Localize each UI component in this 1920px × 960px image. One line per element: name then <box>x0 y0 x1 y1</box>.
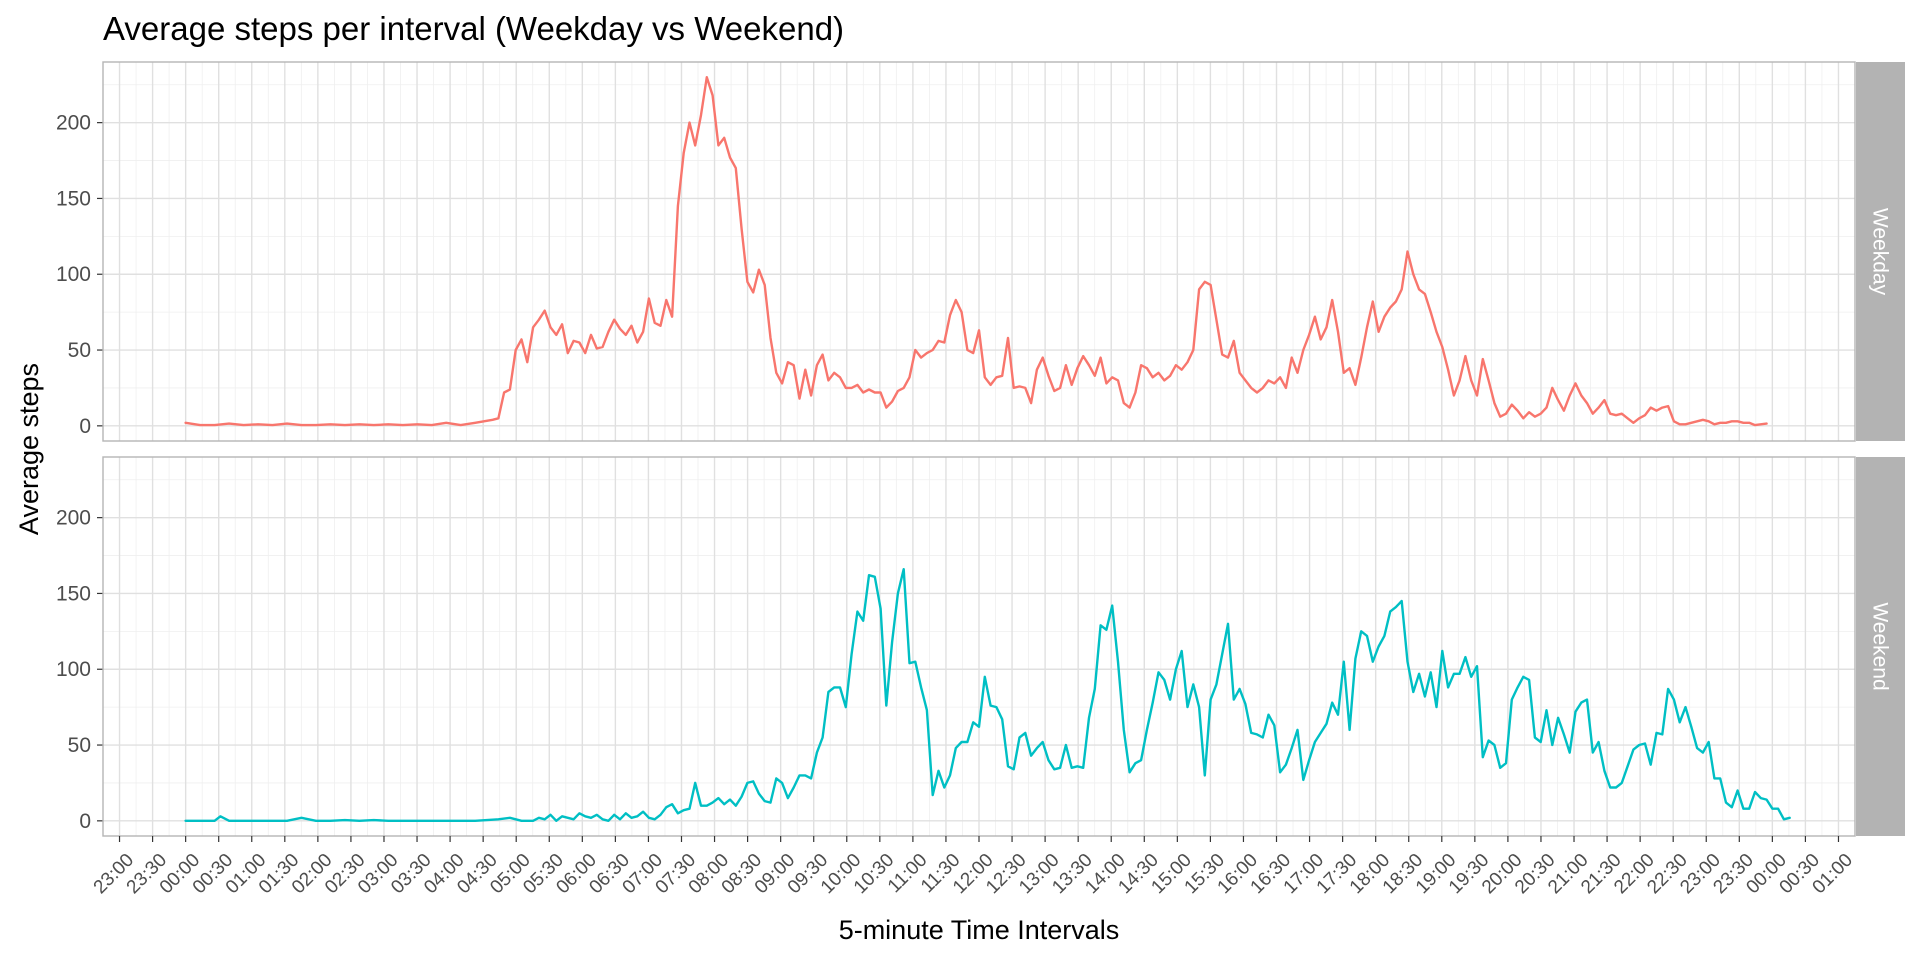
y-tick-label: 150 <box>56 582 91 605</box>
series-line-weekday <box>184 76 1768 427</box>
y-tick-label: 150 <box>56 187 91 210</box>
facet-strip-label: Weekday <box>1869 208 1892 296</box>
chart-title: Average steps per interval (Weekday vs W… <box>103 10 844 47</box>
panel-border <box>102 61 1856 442</box>
x-axis-title: 5-minute Time Intervals <box>839 915 1120 945</box>
y-tick-label: 0 <box>79 415 91 438</box>
facet-panels: 0 50 100 150 200 Weekday 0 50 100 150 200 Weekend <box>56 61 1905 837</box>
series-line-weekend <box>184 568 1791 822</box>
facet-strip <box>1856 457 1905 836</box>
panel-weekend: 0 50 100 150 200 Weekend <box>56 456 1905 837</box>
y-tick-label: 0 <box>79 810 91 833</box>
panel-weekday: 0 50 100 150 200 Weekday <box>56 61 1905 442</box>
facet-strip-label: Weekend <box>1869 602 1892 690</box>
y-tick-label: 50 <box>68 734 91 757</box>
y-tick-label: 100 <box>56 263 91 286</box>
y-tick-label: 50 <box>68 339 91 362</box>
y-tick-label: 200 <box>56 507 91 530</box>
y-tick-label: 200 <box>56 112 91 135</box>
y-axis-title: Average steps <box>14 363 44 535</box>
x-axis: 23:0023:3000:0000:3001:0001:3002:0002:30… <box>90 836 1857 898</box>
facet-strip <box>1856 62 1905 441</box>
y-tick-label: 100 <box>56 658 91 681</box>
